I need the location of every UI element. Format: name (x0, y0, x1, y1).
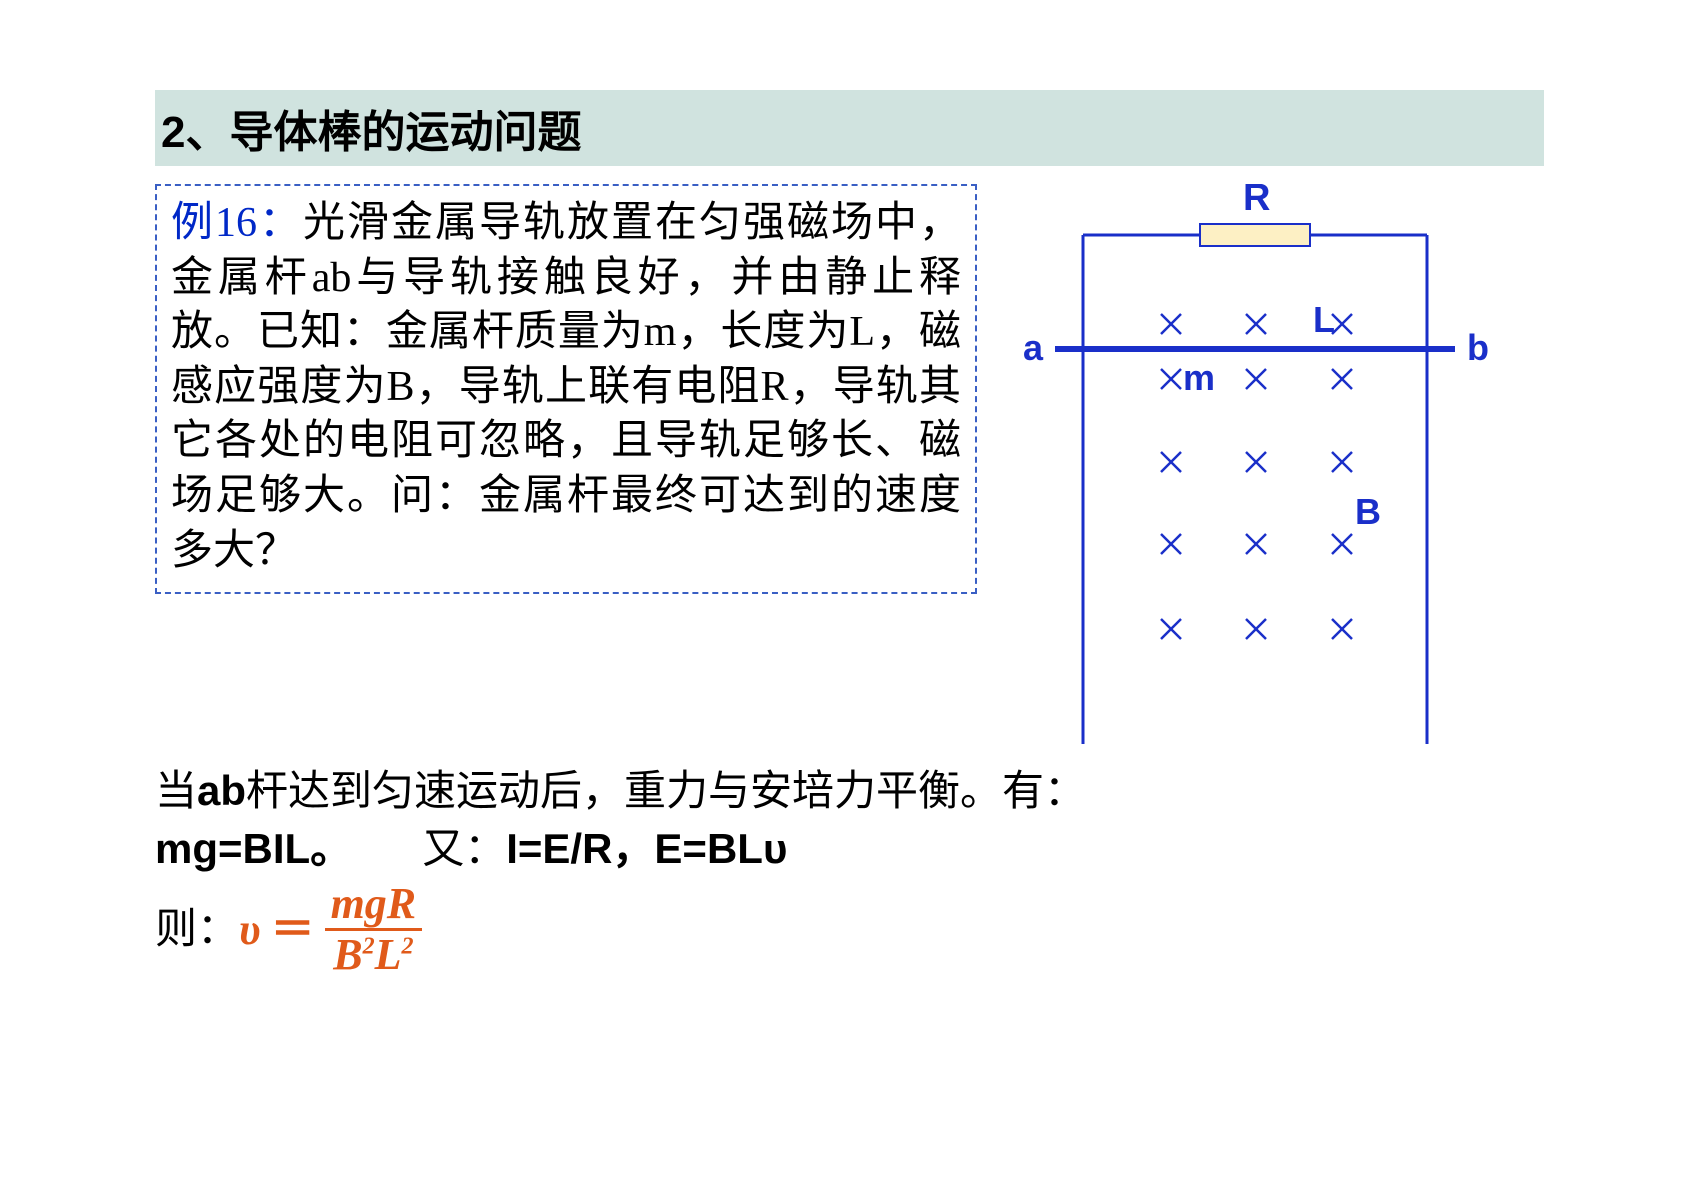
svg-text:b: b (1467, 327, 1489, 368)
slide: 2、导体棒的运动问题 例16：光滑金属导轨放置在匀强磁场中，金属杆ab与导轨接触… (0, 0, 1694, 1200)
solution-line2: mg=BIL。 又：I=E/R，E=BLυ (155, 821, 1544, 879)
line2-left: mg=BIL。 (155, 821, 352, 878)
problem-body: 光滑金属导轨放置在匀强磁场中，金属杆ab与导轨接触良好，并由静止释放。已知：金属… (171, 200, 961, 574)
solution-line1: 当ab杆达到匀速运动后，重力与安培力平衡。有： (155, 763, 1544, 821)
solution-line3: 则： υ ＝ mgR B2L2 (155, 882, 1544, 977)
solution-block: 当ab杆达到匀速运动后，重力与安培力平衡。有： mg=BIL。 又：I=E/R，… (155, 763, 1544, 977)
title-sep: 、 (185, 108, 229, 157)
svg-text:a: a (1023, 327, 1044, 368)
line1-pre: 当 (155, 769, 197, 815)
diagram-svg: Ra b Lm B (985, 184, 1525, 744)
example-label: 例16： (171, 200, 303, 246)
line2-right-bold: I=E/R，E=BLυ (506, 825, 787, 872)
result-formula: υ ＝ mgR B2L2 (239, 882, 422, 977)
den-l: L (375, 930, 402, 979)
circuit-diagram: Ra b Lm B (985, 184, 1525, 749)
den-l-exp: 2 (401, 934, 413, 960)
line1-post: 杆达到匀速运动后，重力与安培力平衡。有： (246, 769, 1086, 815)
formula-eq: ＝ (271, 900, 315, 959)
formula-numerator: mgR (325, 882, 423, 926)
svg-text:L: L (1313, 299, 1335, 340)
svg-text:R: R (1243, 184, 1270, 219)
formula-denominator: B2L2 (327, 933, 419, 977)
section-title-bar: 2、导体棒的运动问题 (155, 90, 1544, 166)
svg-text:B: B (1355, 491, 1381, 532)
title-text: 导体棒的运动问题 (229, 108, 581, 157)
den-b: B (333, 930, 362, 979)
line1-bold: ab (197, 767, 246, 814)
content-row: 例16：光滑金属导轨放置在匀强磁场中，金属杆ab与导轨接触良好，并由静止释放。已… (155, 184, 1544, 749)
svg-text:m: m (1183, 357, 1215, 398)
formula-fraction: mgR B2L2 (325, 882, 423, 977)
formula-lhs: υ (239, 900, 261, 959)
problem-box: 例16：光滑金属导轨放置在匀强磁场中，金属杆ab与导轨接触良好，并由静止释放。已… (155, 184, 977, 594)
line3-pre: 则： (155, 902, 239, 959)
line2-right: 又：I=E/R，E=BLυ (422, 821, 787, 879)
den-b-exp: 2 (363, 934, 375, 960)
title-number: 2 (161, 108, 185, 157)
line2-right-pre: 又： (422, 827, 506, 873)
